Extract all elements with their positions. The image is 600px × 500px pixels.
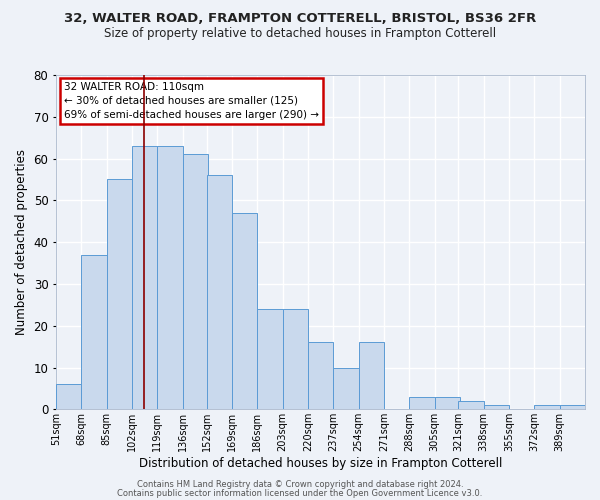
Bar	[484, 405, 509, 409]
Bar	[333, 368, 359, 410]
Bar	[183, 154, 208, 410]
Text: Size of property relative to detached houses in Frampton Cotterell: Size of property relative to detached ho…	[104, 28, 496, 40]
Text: Contains HM Land Registry data © Crown copyright and database right 2024.: Contains HM Land Registry data © Crown c…	[137, 480, 463, 489]
Bar	[232, 213, 257, 410]
Text: Contains public sector information licensed under the Open Government Licence v3: Contains public sector information licen…	[118, 489, 482, 498]
Bar	[107, 180, 132, 410]
X-axis label: Distribution of detached houses by size in Frampton Cotterell: Distribution of detached houses by size …	[139, 457, 502, 470]
Bar	[206, 176, 232, 410]
Bar	[359, 342, 384, 409]
Bar	[257, 309, 283, 410]
Bar	[434, 397, 460, 409]
Text: 32, WALTER ROAD, FRAMPTON COTTERELL, BRISTOL, BS36 2FR: 32, WALTER ROAD, FRAMPTON COTTERELL, BRI…	[64, 12, 536, 26]
Bar	[132, 146, 157, 409]
Y-axis label: Number of detached properties: Number of detached properties	[15, 149, 28, 335]
Bar	[409, 397, 434, 409]
Bar	[157, 146, 183, 409]
Bar	[458, 401, 484, 409]
Bar	[82, 254, 107, 410]
Text: 32 WALTER ROAD: 110sqm
← 30% of detached houses are smaller (125)
69% of semi-de: 32 WALTER ROAD: 110sqm ← 30% of detached…	[64, 82, 319, 120]
Bar	[308, 342, 333, 409]
Bar	[535, 405, 560, 409]
Bar	[283, 309, 308, 410]
Bar	[56, 384, 82, 409]
Bar	[560, 405, 585, 409]
